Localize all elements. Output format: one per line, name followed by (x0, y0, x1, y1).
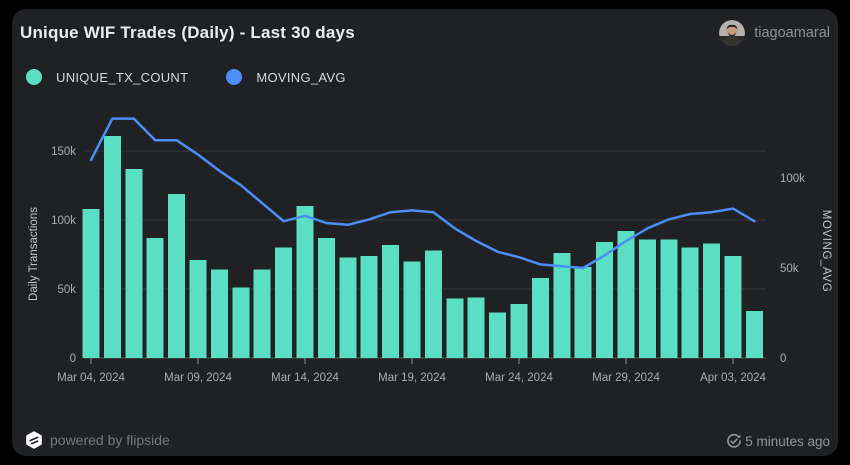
username[interactable]: tiagoamaral (754, 25, 830, 41)
legend-label: UNIQUE_TX_COUNT (56, 69, 189, 85)
legend: UNIQUE_TX_COUNT MOVING_AVG (26, 69, 346, 85)
moving-avg-dot-icon (226, 69, 243, 85)
unique-tx-count-dot-icon (26, 69, 42, 85)
legend-item-moving-avg[interactable]: MOVING_AVG (226, 69, 346, 85)
legend-item-unique-tx-count[interactable]: UNIQUE_TX_COUNT (26, 69, 188, 85)
user-chip[interactable]: tiagoamaral (719, 20, 830, 46)
refresh-check-icon[interactable] (726, 433, 742, 449)
avatar[interactable] (719, 20, 746, 46)
last-updated-label: 5 minutes ago (745, 433, 830, 449)
flipside-logo-icon (26, 431, 42, 449)
footer: powered by flipside 5 minutes ago (0, 431, 850, 455)
avatar-image (719, 20, 746, 46)
last-updated: 5 minutes ago (726, 433, 830, 449)
powered-by-label: powered by flipside (50, 432, 170, 448)
page-title: Unique WIF Trades (Daily) - Last 30 days (20, 23, 355, 42)
powered-by-link[interactable]: powered by flipside (25, 431, 170, 449)
legend-label: MOVING_AVG (256, 69, 346, 85)
